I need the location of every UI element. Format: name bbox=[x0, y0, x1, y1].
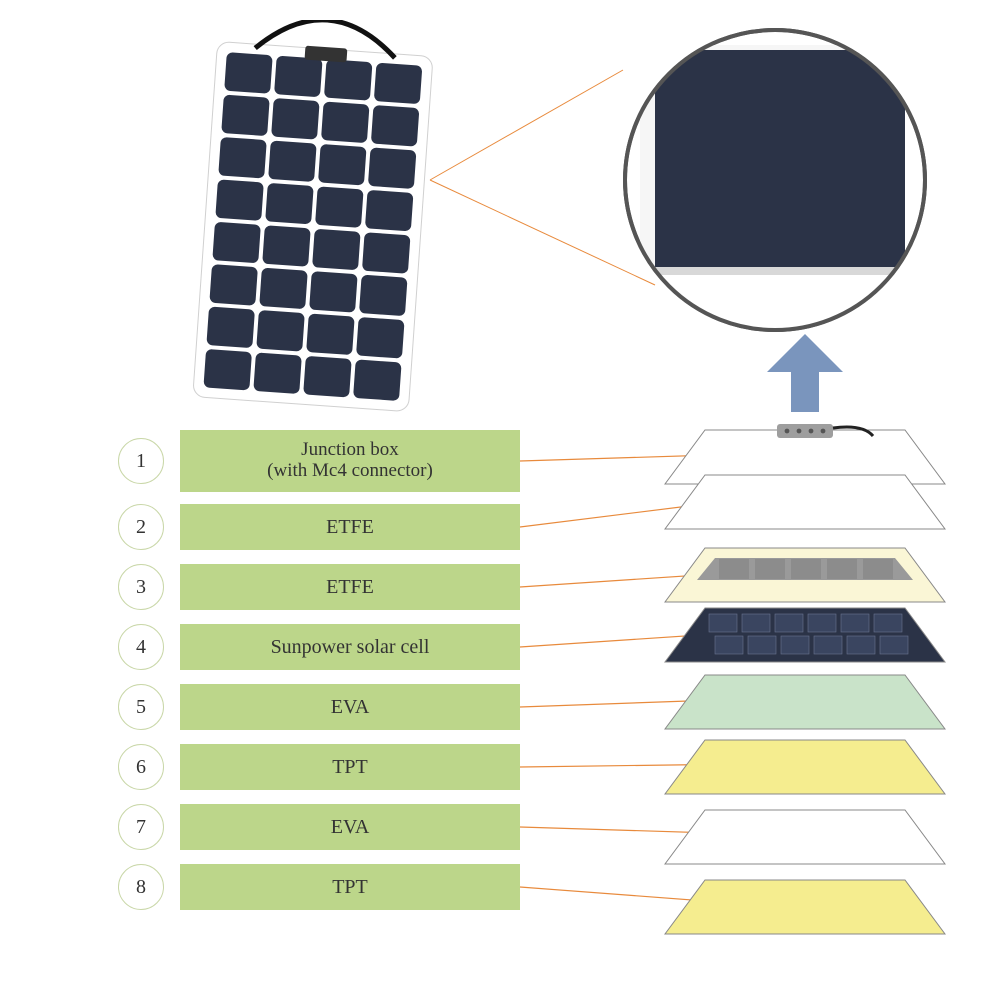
exploded-layers bbox=[0, 0, 1001, 1001]
